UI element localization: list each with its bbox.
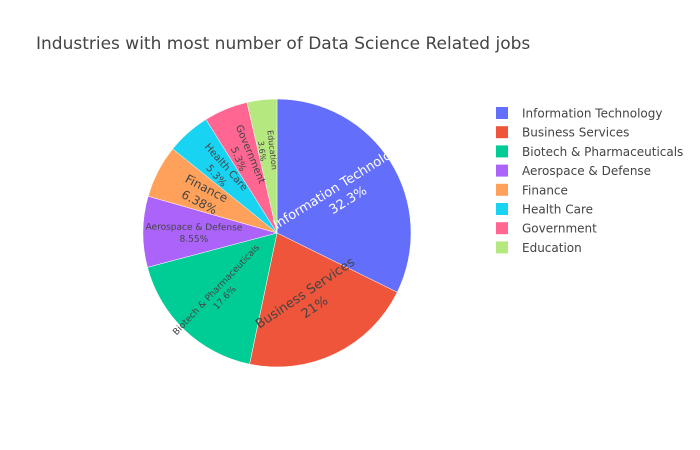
pie-slices [142,98,412,368]
legend-label-health-care: Health Care [522,203,593,217]
legend-item-health-care[interactable]: Health Care [496,203,593,217]
slice-percent-aerospace-defense: 8.55% [180,235,209,245]
legend-label-aerospace-defense: Aerospace & Defense [522,164,651,178]
legend-swatch-aerospace-defense [496,164,508,177]
pie-slice-business-services[interactable] [249,232,398,368]
slice-percent-education: 3.6% [256,141,267,163]
legend-swatch-information-technology [496,107,508,119]
pie-slice-biotech-pharmaceuticals[interactable] [147,232,278,365]
legend-swatch-education [496,241,508,254]
legend-swatch-government [496,222,508,235]
chart-title: Industries with most number of Data Scie… [36,34,531,54]
legend-label-information-technology: Information Technology [522,107,663,121]
legend-item-education[interactable]: Education [496,241,582,255]
legend-label-biotech-pharmaceuticals: Biotech & Pharmaceuticals [522,145,683,159]
slice-label-education: Education [265,130,278,171]
legend-swatch-business-services [496,126,508,139]
legend-item-biotech-pharmaceuticals[interactable]: Biotech & Pharmaceuticals [496,145,683,159]
legend-label-finance: Finance [522,183,568,197]
legend: Information Technology Business Services B… [496,107,683,255]
legend-item-information-technology[interactable]: Information Technology [496,107,663,121]
legend-item-business-services[interactable]: Business Services [496,126,629,140]
legend-swatch-health-care [496,203,508,215]
pie-slice-education[interactable] [246,98,278,234]
pie-slice-information-technology[interactable] [276,98,412,293]
slice-label-group-aerospace-defense: Aerospace & Defense 8.55% [146,222,243,245]
legend-label-business-services: Business Services [522,126,629,140]
legend-swatch-finance [496,183,508,196]
legend-item-aerospace-defense[interactable]: Aerospace & Defense [496,164,651,178]
legend-label-government: Government [522,222,597,236]
legend-item-finance[interactable]: Finance [496,183,568,197]
slice-label-aerospace-defense: Aerospace & Defense [146,222,243,233]
legend-label-education: Education [522,241,582,255]
legend-swatch-biotech-pharmaceuticals [496,145,508,158]
legend-item-government[interactable]: Government [496,222,597,236]
